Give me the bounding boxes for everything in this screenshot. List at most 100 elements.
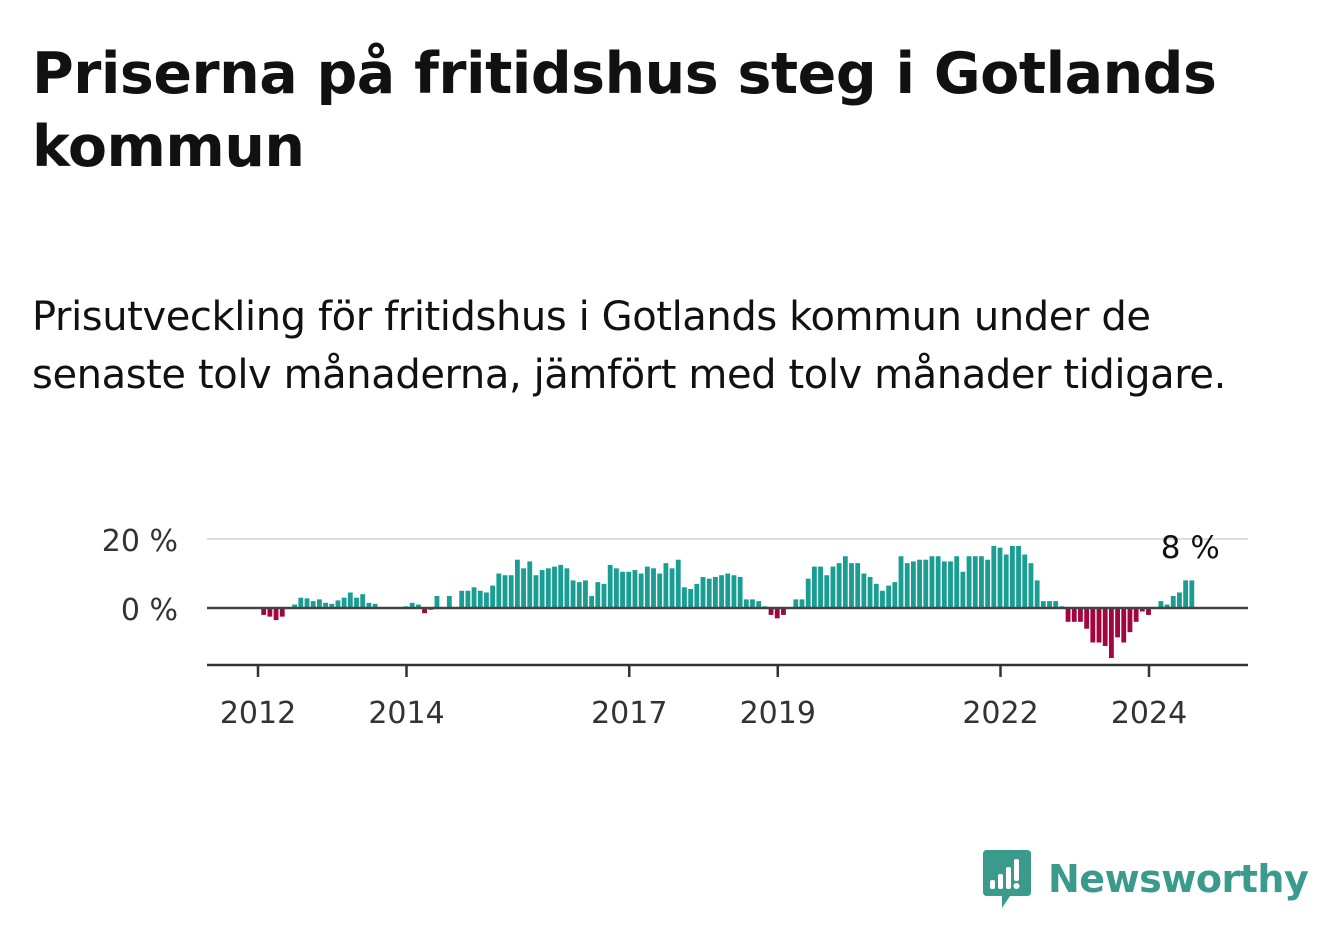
bar: [341, 597, 347, 608]
bar: [484, 592, 489, 609]
bar: [1177, 592, 1182, 609]
chart-axes: [207, 606, 1248, 677]
newsworthy-logo: Newsworthy: [980, 848, 1309, 910]
bar: [1065, 608, 1071, 622]
bar: [329, 603, 335, 608]
bar: [1003, 554, 1009, 608]
last-value-label: 8 %: [1161, 530, 1220, 566]
bar: [422, 608, 427, 614]
bar: [830, 566, 836, 608]
bar: [1009, 545, 1015, 608]
bar: [539, 570, 545, 608]
bar: [737, 576, 743, 608]
bar: [972, 556, 978, 608]
bar: [304, 598, 310, 608]
bar: [991, 545, 997, 608]
bar: [434, 595, 440, 608]
bar: [372, 603, 378, 608]
bar: [818, 566, 823, 608]
bar: [292, 604, 298, 608]
x-tick-label: 2022: [962, 696, 1038, 731]
bar: [607, 564, 613, 609]
bar: [935, 556, 941, 608]
bar: [1090, 608, 1096, 643]
bar: [712, 576, 718, 608]
bar: [298, 597, 304, 608]
bar: [1102, 608, 1108, 646]
bar: [279, 608, 285, 617]
chart-bars: [261, 545, 1195, 659]
bar: [929, 556, 935, 608]
chart-subtitle: Prisutveckling för fritidshus i Gotlands…: [32, 294, 1226, 398]
bar: [985, 559, 991, 608]
bar: [1139, 608, 1145, 612]
bar: [941, 561, 947, 608]
bar: [904, 563, 910, 608]
bar: [750, 599, 755, 609]
bar: [886, 585, 892, 609]
bar: [564, 568, 570, 609]
bar: [570, 580, 576, 608]
bar: [688, 589, 694, 608]
bar: [979, 556, 984, 608]
bar: [669, 568, 675, 609]
bar: [446, 595, 452, 608]
bar: [657, 573, 663, 608]
bar: [354, 597, 359, 608]
bar: [1108, 608, 1114, 659]
bar: [1084, 608, 1090, 629]
bar: [335, 600, 341, 608]
bar: [552, 566, 557, 608]
bar: [360, 594, 366, 608]
bar: [632, 570, 638, 608]
bar: [471, 587, 477, 608]
bar: [849, 563, 854, 608]
bar: [1096, 608, 1102, 643]
newsworthy-logo-text: Newsworthy: [1048, 857, 1309, 901]
bar: [855, 563, 861, 608]
bar: [948, 561, 953, 608]
bar: [1022, 554, 1028, 608]
bar: [675, 559, 681, 608]
bar: [1133, 608, 1139, 622]
bar: [805, 578, 811, 608]
bar: [1183, 580, 1189, 608]
chart-labels: 0 % 20 % 2012 2014 2017 2019 2022 2024 8 %: [102, 524, 1220, 731]
bar: [824, 575, 830, 608]
bar: [793, 599, 799, 609]
bar: [620, 571, 625, 608]
bar: [273, 608, 279, 621]
chart-title: Priserna på fritidshus steg i Gotlands k…: [32, 41, 1217, 180]
bar: [756, 601, 762, 608]
x-tick-label: 2014: [368, 696, 444, 731]
bar: [836, 563, 842, 608]
bar: [1016, 545, 1021, 608]
bar: [465, 590, 471, 608]
bar: [1170, 595, 1176, 608]
bar: [644, 566, 650, 608]
bar: [663, 563, 669, 608]
bar: [799, 599, 805, 609]
bar: [1115, 608, 1120, 638]
bar: [595, 582, 601, 609]
bar: [490, 585, 496, 609]
bar: [1121, 608, 1127, 643]
bar: [496, 573, 502, 608]
bar: [347, 592, 353, 609]
bar: [898, 556, 904, 608]
bar: [867, 576, 873, 608]
bar: [954, 556, 960, 608]
bar: [892, 582, 898, 609]
bar-chart: 0 % 20 % 2012 2014 2017 2019 2022 2024 8 %: [102, 524, 1248, 731]
bar: [589, 595, 595, 608]
bar: [545, 568, 551, 609]
bar: [310, 601, 316, 608]
y-tick-label: 20 %: [102, 524, 178, 559]
bar: [781, 608, 786, 615]
bar: [1158, 601, 1164, 608]
bar: [811, 566, 817, 608]
bar: [700, 576, 706, 608]
bar: [923, 559, 929, 608]
x-tick-label: 2024: [1111, 696, 1187, 731]
bar: [731, 575, 737, 608]
